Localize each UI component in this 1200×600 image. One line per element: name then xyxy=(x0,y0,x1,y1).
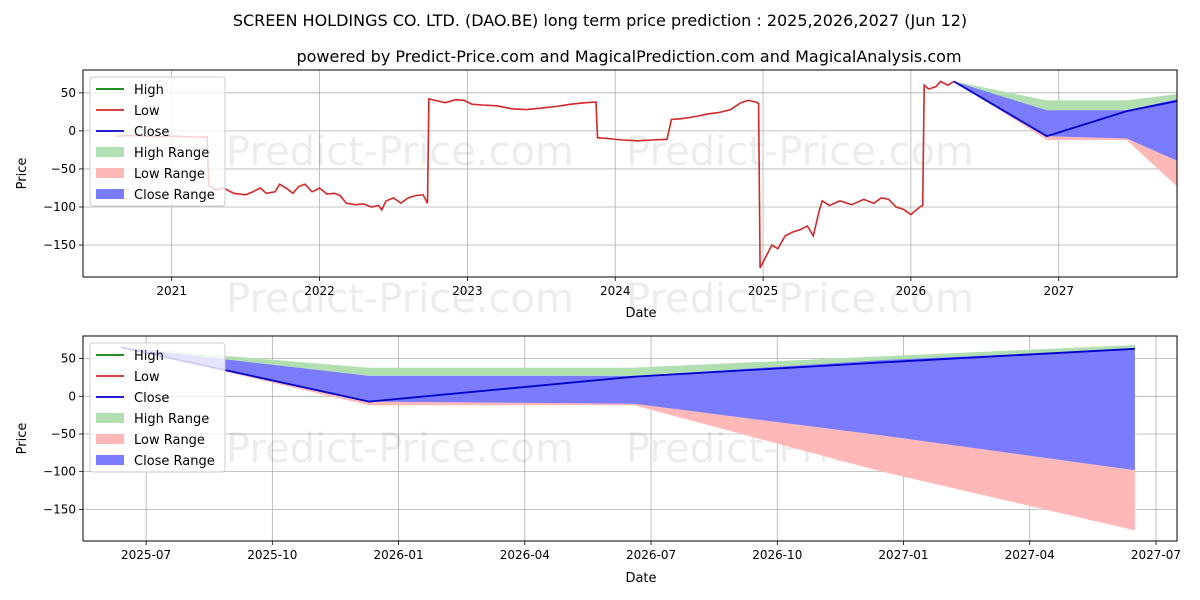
history-low-line xyxy=(115,80,955,269)
legend-high-range-swatch xyxy=(96,413,124,423)
y-tick-label: 0 xyxy=(68,124,76,138)
x-tick-label: 2025 xyxy=(748,284,779,298)
x-tick-label: 2027-07 xyxy=(1131,548,1181,562)
chart-title: SCREEN HOLDINGS CO. LTD. (DAO.BE) long t… xyxy=(233,11,967,30)
x-tick-label: 2022 xyxy=(304,284,335,298)
y-tick-label: −150 xyxy=(43,502,76,516)
legend-high-label: High xyxy=(134,83,164,98)
y-tick-label: −50 xyxy=(51,162,76,176)
legend-high-label: High xyxy=(134,349,164,364)
legend-low-range-label: Low Range xyxy=(134,167,205,182)
legend-high-range-label: High Range xyxy=(134,412,209,427)
legend-close-range-label: Close Range xyxy=(134,454,215,469)
close-range-band xyxy=(953,81,1177,161)
legend: High Low Close High Range Low Range Close Ran… xyxy=(89,76,226,207)
y-tick-label: −100 xyxy=(43,465,76,479)
legend-low-label: Low xyxy=(134,370,160,385)
legend-high-range-label: High Range xyxy=(134,146,209,161)
legend-close-range-swatch xyxy=(96,455,124,465)
y-tick-label: 50 xyxy=(61,352,76,366)
y-axis-label: Price xyxy=(15,158,30,190)
plot-area xyxy=(120,345,1135,531)
forecast-close-line xyxy=(953,80,1177,138)
x-tick-label: 2027-01 xyxy=(878,548,928,562)
x-tick-label: 2027-04 xyxy=(1005,548,1055,562)
axes-frame xyxy=(82,69,1178,278)
legend-close-label: Close xyxy=(134,391,169,406)
x-tick-label: 2026-07 xyxy=(626,548,676,562)
x-tick-label: 2026-01 xyxy=(374,548,424,562)
watermark-text: Predict-Price.com xyxy=(226,129,574,175)
watermark-text: Predict-Price.com xyxy=(226,276,574,322)
x-tick-label: 2026-10 xyxy=(752,548,802,562)
legend: High Low Close High Range Low Range Close Ran… xyxy=(89,342,226,473)
legend-close-range-label: Close Range xyxy=(134,188,215,203)
legend-high-range-swatch xyxy=(96,147,124,157)
x-tick-label: 2026 xyxy=(896,284,927,298)
x-tick-label: 2027 xyxy=(1043,284,1074,298)
watermark-text: Predict-Price.com xyxy=(626,129,974,175)
y-tick-label: −100 xyxy=(43,200,76,214)
close-range-band xyxy=(120,347,1135,471)
legend-low-range-label: Low Range xyxy=(134,433,205,448)
bottom-plot-panel: 2025-07 2025-10 2026-01 2026-04 2026-07 2026-… xyxy=(15,335,1181,586)
legend-close-label: Close xyxy=(134,125,169,140)
x-axis-label: Date xyxy=(625,306,656,321)
y-axis-label: Price xyxy=(15,423,30,455)
plot-area xyxy=(115,80,1177,269)
x-tick-label: 2025-07 xyxy=(121,548,171,562)
y-tick-label: −50 xyxy=(51,427,76,441)
y-tick-label: 50 xyxy=(61,86,76,100)
x-tick-label: 2023 xyxy=(452,284,483,298)
forecast-close-line xyxy=(120,346,1135,403)
top-plot-panel: 2021 2022 2023 2024 2025 2026 2027 50 0 −50 −100 −1… xyxy=(15,69,1178,322)
x-axis-label: Date xyxy=(625,571,656,586)
legend-low-range-swatch xyxy=(96,168,124,178)
high-range-band xyxy=(953,81,1177,111)
y-tick-label: −150 xyxy=(43,238,76,252)
watermark-text: Predict-Price.com xyxy=(626,276,974,322)
x-tick-label: 2021 xyxy=(156,284,187,298)
x-tick-label: 2024 xyxy=(600,284,631,298)
high-range-band xyxy=(120,345,1135,376)
legend-low-label: Low xyxy=(134,104,160,119)
axes-frame xyxy=(82,335,1178,542)
legend-close-range-swatch xyxy=(96,189,124,199)
y-tick-label: 0 xyxy=(68,389,76,403)
x-tick-label: 2025-10 xyxy=(247,548,297,562)
x-tick-label: 2026-04 xyxy=(500,548,550,562)
legend-low-range-swatch xyxy=(96,434,124,444)
chart-subtitle: powered by Predict-Price.com and Magical… xyxy=(296,47,961,66)
watermark-text: Predict-Price.com xyxy=(226,426,574,472)
